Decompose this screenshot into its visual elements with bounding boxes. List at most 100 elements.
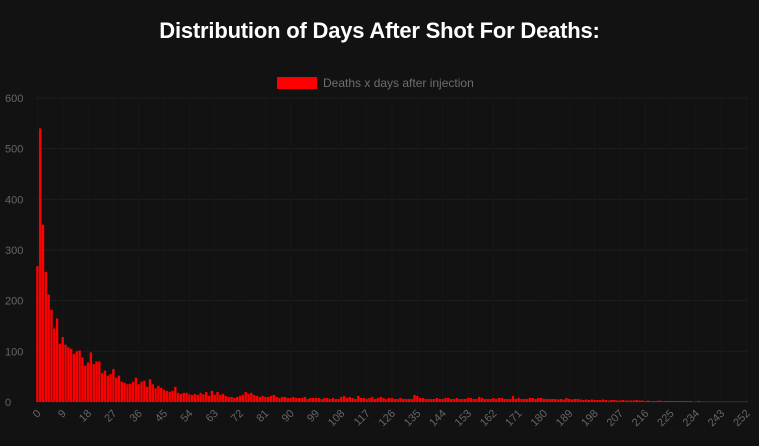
bar[interactable] [387,397,391,402]
bar[interactable] [165,390,169,402]
bar[interactable] [579,399,582,402]
bar[interactable] [596,399,599,402]
bar[interactable] [424,398,427,402]
bar[interactable] [351,397,354,402]
bar[interactable] [337,398,340,402]
bar[interactable] [154,388,157,402]
bar[interactable] [413,394,416,402]
bar[interactable] [607,400,610,402]
bar[interactable] [78,350,81,402]
bar[interactable] [722,401,726,402]
bar[interactable] [697,400,700,402]
bar[interactable] [202,394,205,402]
bar[interactable] [537,397,540,402]
bar[interactable] [480,397,484,402]
bar[interactable] [36,266,39,402]
bar[interactable] [157,385,160,402]
bar[interactable] [174,386,177,402]
bar[interactable] [371,396,374,402]
bar[interactable] [236,396,239,402]
bar[interactable] [340,396,343,402]
bar[interactable] [238,395,242,402]
bar[interactable] [703,401,706,402]
bar[interactable] [447,397,450,402]
bar[interactable] [531,397,534,402]
bar[interactable] [373,398,377,402]
bar[interactable] [494,398,498,402]
bar[interactable] [95,361,98,402]
bar[interactable] [306,398,309,402]
bar[interactable] [179,393,183,402]
bar[interactable] [86,362,90,402]
bar[interactable] [145,386,149,402]
bar[interactable] [568,398,571,402]
bar[interactable] [326,397,329,402]
bar[interactable] [461,398,464,402]
bar[interactable] [98,361,101,402]
bar[interactable] [584,399,588,402]
bar[interactable] [570,399,574,402]
bar[interactable] [176,392,180,402]
bar[interactable] [151,384,154,402]
bar[interactable] [210,390,214,402]
bar[interactable] [669,400,672,402]
bar[interactable] [520,398,523,402]
bar[interactable] [112,369,115,402]
bar[interactable] [624,400,627,402]
bar[interactable] [615,400,619,402]
bar[interactable] [314,397,318,402]
bar[interactable] [649,400,653,402]
bar[interactable] [255,395,259,402]
bar[interactable] [297,397,301,402]
bar[interactable] [219,394,222,402]
bar[interactable] [67,347,70,402]
bar[interactable] [286,397,290,402]
bar[interactable] [402,398,405,402]
bar[interactable] [438,398,442,402]
bar[interactable] [739,401,743,402]
bar[interactable] [658,400,661,402]
bar[interactable] [334,398,337,402]
bar[interactable] [587,399,591,402]
bar[interactable] [312,397,315,402]
bar[interactable] [635,399,639,402]
bar[interactable] [489,398,492,402]
bar[interactable] [120,381,124,402]
bar[interactable] [207,395,211,402]
bar[interactable] [562,399,565,402]
bar[interactable] [686,400,689,402]
bar[interactable] [303,396,306,402]
bar[interactable] [345,397,349,402]
bar[interactable] [604,399,608,402]
bar[interactable] [483,398,487,402]
chart-legend[interactable]: Deaths x days after injection [277,75,474,91]
bar[interactable] [399,397,402,402]
bar[interactable] [706,401,709,402]
bar[interactable] [393,398,397,402]
bar[interactable] [317,397,321,402]
bar[interactable] [250,392,253,402]
bar[interactable] [582,399,585,402]
bar[interactable] [731,401,734,402]
bar[interactable] [47,294,50,402]
bar[interactable] [160,387,163,402]
bar[interactable] [638,400,641,402]
bar[interactable] [281,396,284,402]
bar[interactable] [188,394,191,402]
bar[interactable] [295,397,298,402]
bar[interactable] [618,400,622,402]
bar[interactable] [233,397,236,402]
bar[interactable] [368,397,371,402]
bar[interactable] [407,398,411,402]
bar[interactable] [542,398,546,402]
bar[interactable] [680,400,684,402]
bar[interactable] [469,397,472,402]
bar[interactable] [694,401,698,402]
bar[interactable] [283,396,287,402]
bar[interactable] [55,318,59,402]
bar[interactable] [545,398,548,402]
bar[interactable] [289,397,292,402]
bar[interactable] [342,395,346,402]
bar[interactable] [486,398,489,402]
bar[interactable] [590,399,593,402]
